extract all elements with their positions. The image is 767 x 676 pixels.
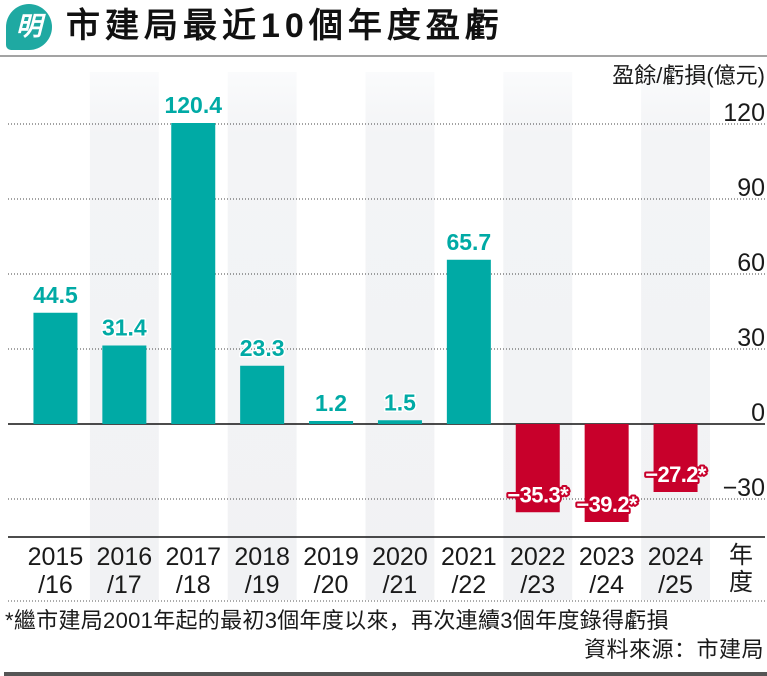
bar-deficit [515, 424, 560, 513]
x-tick-label-year: 2020 [372, 543, 428, 571]
x-tick-label-year: 2021 [441, 543, 497, 571]
bar-surplus [240, 365, 285, 424]
bar-surplus [446, 259, 491, 424]
x-tick-label-year: 2022 [510, 543, 566, 571]
data-label: 31.4 [102, 315, 147, 341]
x-tick-label-suffix: /18 [176, 571, 211, 599]
y-tick-label: 0 [751, 399, 765, 427]
axis-ticks: 120 90 60 30 0 −30 2015/16 2016/17 2017/18 2018/1… [8, 99, 765, 602]
y-tick-label: 120 [723, 99, 765, 127]
column-stripe [227, 72, 297, 600]
data-label: 65.7 [446, 229, 491, 255]
data-label: 44.5 [33, 282, 78, 308]
y-tick-label: 90 [737, 174, 765, 202]
ming-pao-logo: 明 [6, 4, 52, 50]
x-tick-label-suffix: /23 [520, 571, 555, 599]
x-axis-title: 年度 [729, 542, 753, 596]
x-tick-label-year: 2015 [28, 543, 84, 571]
bar-surplus [33, 312, 78, 424]
bar-surplus [171, 123, 216, 424]
logo-glyph: 明 [15, 12, 42, 42]
chart-title: 市建局最近10個年度盈虧 [66, 7, 504, 45]
column-stripe [89, 72, 159, 600]
data-labels: 44.5 31.4 120.4 23.3 1.2 1.5 65.7 −35.3* −39.2*−… [32, 91, 710, 520]
x-tick-label-suffix: /25 [658, 571, 693, 599]
x-tick-label-year: 2019 [303, 543, 359, 571]
data-label: −35.3* [507, 482, 569, 507]
data-label: −39.2* [576, 492, 638, 517]
y-tick-label: 60 [737, 249, 765, 277]
bar-surplus [309, 421, 354, 424]
data-label: −27.2* [645, 462, 707, 487]
x-tick-label-suffix: /24 [589, 571, 624, 599]
data-label: 1.2 [315, 390, 347, 416]
y-tick-label: −30 [723, 474, 765, 502]
x-tick-label-suffix: /19 [245, 571, 280, 599]
bar-surplus [377, 420, 422, 424]
bar-deficit [653, 424, 698, 492]
y-axis-title: 盈餘/虧損(億元) [612, 63, 765, 88]
x-tick-label-year: 2016 [97, 543, 153, 571]
x-tick-label-year: 2023 [579, 543, 635, 571]
data-label: 1.5 [384, 389, 416, 415]
x-tick-label-suffix: /17 [107, 571, 142, 599]
source-note: 資料來源：市建局 [583, 637, 764, 662]
x-tick-label-suffix: /20 [314, 571, 349, 599]
column-stripes [89, 72, 710, 600]
bars [33, 123, 698, 522]
column-stripe [503, 72, 573, 600]
x-tick-label-suffix: /16 [38, 571, 73, 599]
column-stripe [641, 72, 710, 600]
title-divider [0, 55, 767, 57]
bar-surplus [102, 345, 147, 424]
x-tick-label-suffix: /21 [383, 571, 418, 599]
bottom-divider [4, 672, 767, 676]
x-tick-label-year: 2018 [234, 543, 290, 571]
x-tick-label-suffix: /22 [451, 571, 486, 599]
x-tick-label-year: 2024 [648, 543, 704, 571]
data-label: 23.3 [240, 335, 285, 361]
footnote: *繼市建局2001年起的最初3個年度以來，再次連續3個年度錄得虧損 [5, 608, 669, 633]
x-tick-label-year: 2017 [165, 543, 221, 571]
bar-deficit [584, 424, 629, 522]
y-tick-label: 30 [737, 324, 765, 352]
data-label: 120.4 [164, 92, 222, 118]
column-stripe [365, 72, 435, 600]
